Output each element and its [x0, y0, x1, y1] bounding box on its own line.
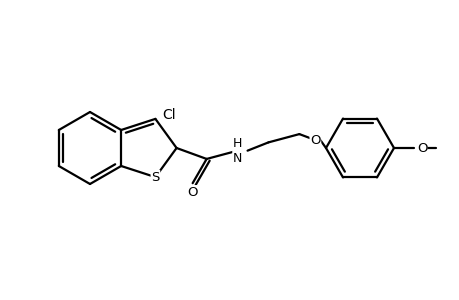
Text: Cl: Cl	[162, 107, 175, 122]
Text: O: O	[416, 142, 426, 154]
Text: H
N: H N	[232, 137, 242, 165]
Text: S: S	[151, 171, 159, 184]
Text: O: O	[187, 186, 197, 199]
Text: O: O	[309, 134, 320, 147]
